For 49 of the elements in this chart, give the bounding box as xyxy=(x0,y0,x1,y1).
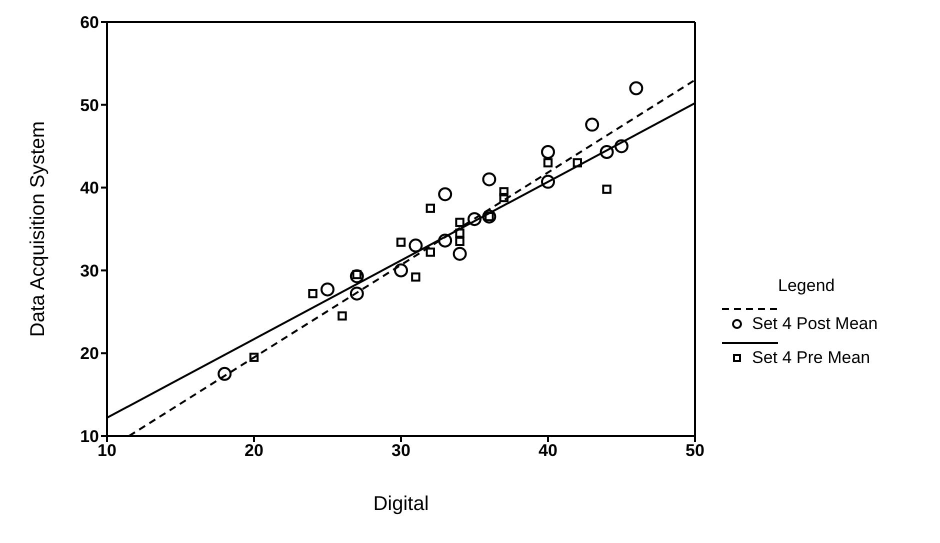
point xyxy=(350,269,364,284)
x-tick-label: 50 xyxy=(686,441,704,460)
point xyxy=(572,158,582,168)
legend-label: Set 4 Pre Mean xyxy=(752,348,870,368)
x-tick-label: 40 xyxy=(538,441,558,460)
y-tick-label: 30 xyxy=(80,261,99,280)
point xyxy=(438,234,452,248)
point xyxy=(394,263,408,278)
point xyxy=(541,144,555,159)
point xyxy=(499,187,508,196)
y-tick-label: 60 xyxy=(80,13,99,32)
point xyxy=(482,210,496,224)
y-tick-label: 40 xyxy=(80,178,99,198)
point xyxy=(320,282,334,296)
x-tick-label: 10 xyxy=(98,441,116,460)
y-axis-title: Data Acquisition System xyxy=(27,121,50,337)
point xyxy=(468,212,482,226)
x-tick-label: 20 xyxy=(244,441,264,460)
point xyxy=(543,158,553,168)
point xyxy=(350,286,364,301)
point xyxy=(408,238,423,253)
point xyxy=(426,204,435,213)
point xyxy=(438,187,452,202)
y-tick-label: 20 xyxy=(80,344,99,364)
point xyxy=(396,238,406,247)
point xyxy=(541,174,555,189)
y-tick-label: 50 xyxy=(80,96,99,115)
x-axis-title: Digital xyxy=(373,493,429,515)
point xyxy=(629,81,644,96)
point xyxy=(452,246,467,261)
point xyxy=(455,228,464,238)
point xyxy=(338,311,347,321)
point xyxy=(426,248,435,257)
legend-title: Legend xyxy=(778,276,836,296)
point xyxy=(482,172,496,186)
point xyxy=(602,184,612,194)
point xyxy=(411,272,420,282)
y-tick-label: 10 xyxy=(80,427,99,446)
point xyxy=(308,288,318,298)
point xyxy=(455,218,464,227)
point xyxy=(455,236,464,246)
point xyxy=(614,139,628,154)
point xyxy=(218,366,232,381)
point xyxy=(600,144,614,159)
legend-label: Set 4 Post Mean xyxy=(752,314,878,334)
point xyxy=(499,192,508,202)
x-tick-label: 30 xyxy=(392,441,410,460)
point xyxy=(585,118,600,132)
point xyxy=(249,352,259,362)
